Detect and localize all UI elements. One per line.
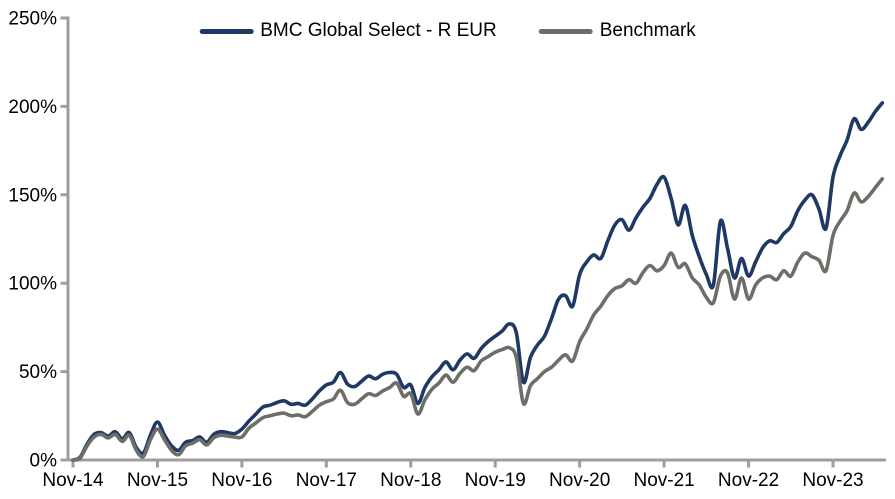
x-axis-tick-label: Nov-14: [42, 470, 104, 491]
x-axis-tick-label: Nov-16: [211, 470, 272, 491]
y-axis-tick-label: 150%: [8, 185, 57, 206]
legend-label-fund: BMC Global Select - R EUR: [260, 20, 497, 41]
legend-item-benchmark: Benchmark: [538, 20, 696, 42]
y-axis-tick-label: 0%: [30, 451, 58, 472]
fund-line: [71, 101, 885, 462]
y-axis-tick-label: 200%: [8, 97, 57, 118]
legend-item-fund: BMC Global Select - R EUR: [199, 20, 497, 42]
y-axis-tick-label: 250%: [8, 9, 57, 30]
x-axis-tick-label: Nov-22: [718, 470, 779, 491]
chart-legend: BMC Global Select - R EUR Benchmark: [199, 20, 696, 42]
benchmark-line: [71, 177, 885, 462]
x-axis-tick-label: Nov-21: [633, 470, 694, 491]
x-axis-tick-label: Nov-17: [296, 470, 357, 491]
x-axis-tick-label: Nov-19: [465, 470, 526, 491]
y-axis-tick-label: 50%: [19, 362, 57, 383]
legend-marker-benchmark-line: [538, 28, 593, 34]
legend-marker-fund-line: [199, 28, 254, 34]
legend-label-benchmark: Benchmark: [599, 20, 696, 41]
x-axis-tick-label: Nov-20: [549, 470, 610, 491]
x-axis-tick-label: Nov-18: [380, 470, 441, 491]
y-axis-tick-label: 100%: [8, 274, 57, 295]
x-axis-tick-label: Nov-23: [802, 470, 863, 491]
x-axis-tick-label: Nov-15: [127, 470, 188, 491]
